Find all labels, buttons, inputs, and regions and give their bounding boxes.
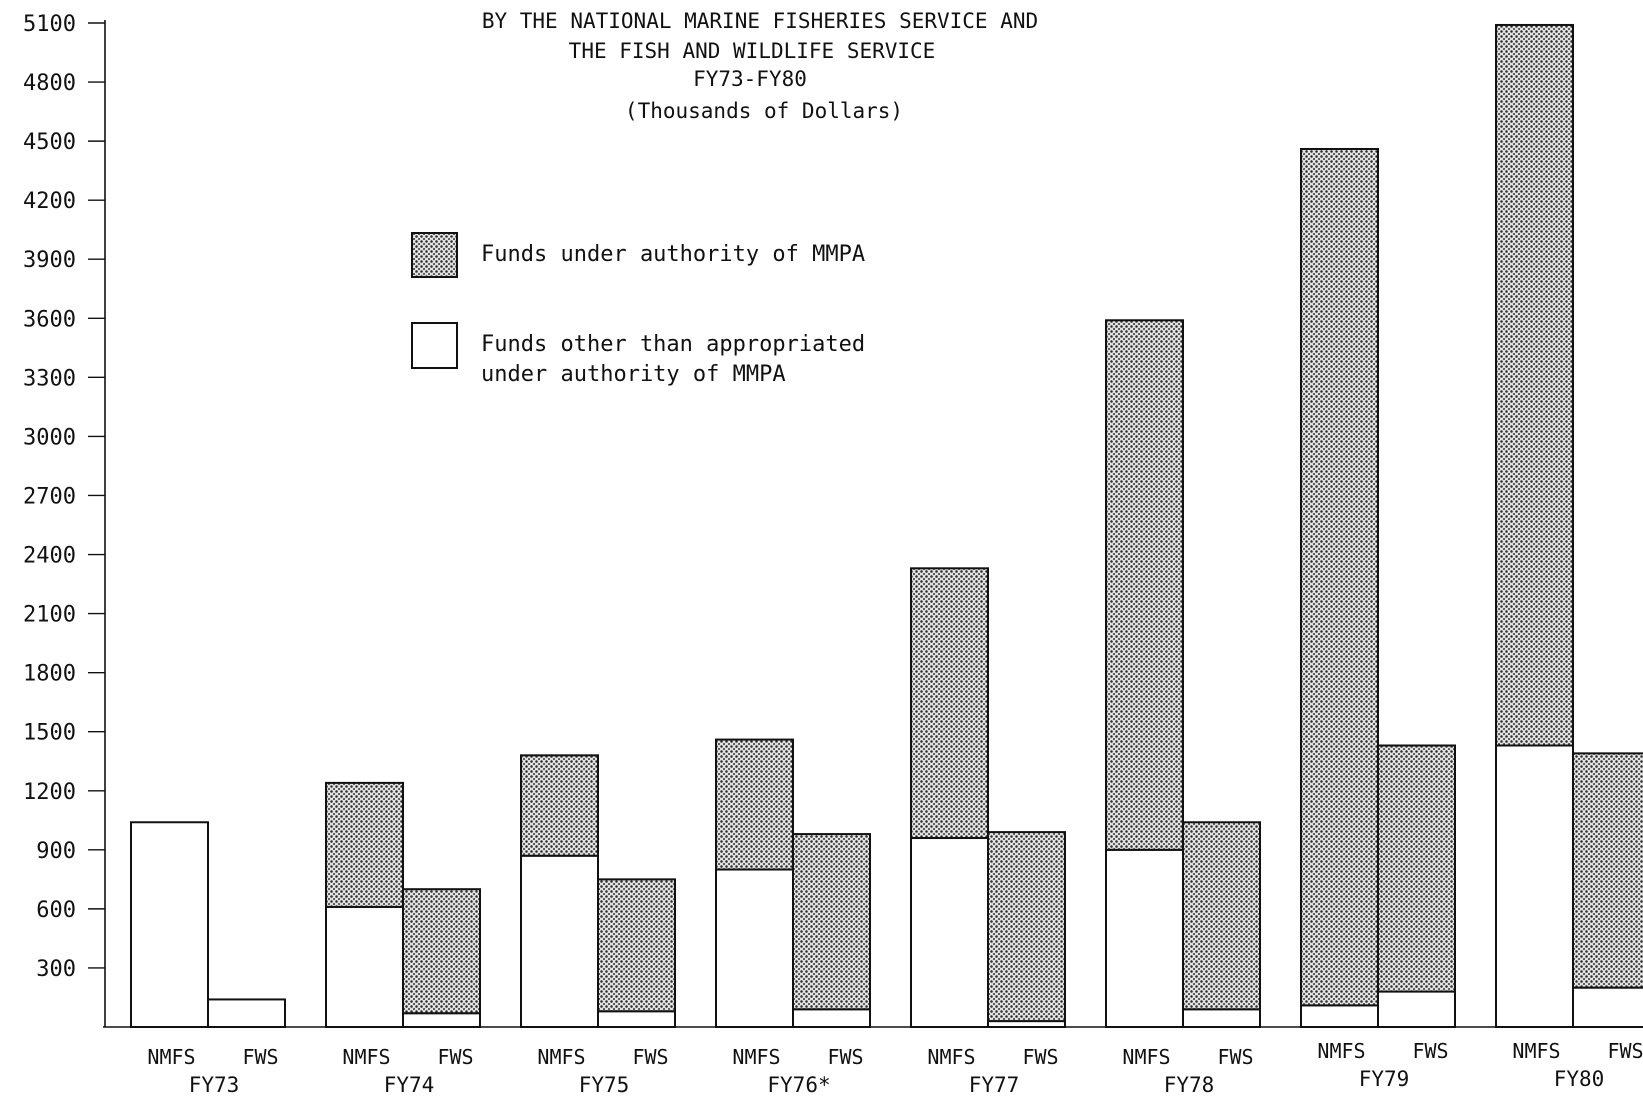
legend-swatch-plain <box>411 322 458 369</box>
x-label-fws: FWS <box>1607 1039 1643 1063</box>
x-label-nmfs: NMFS <box>147 1045 195 1069</box>
bar-segment-mmpa-funds <box>1300 147 1379 1007</box>
y-tick-label: 2400 <box>23 544 76 569</box>
title-line-4: (Thousands of Dollars) <box>625 99 903 123</box>
bar-segment-other-funds <box>1572 986 1643 1028</box>
y-tick-label: 1800 <box>23 662 76 687</box>
legend-label-mmpa: Funds under authority of MMPA <box>481 242 865 267</box>
y-tick-label: 4800 <box>23 71 76 96</box>
legend-swatch-dotted <box>411 232 458 278</box>
y-tick-label: 4200 <box>23 189 76 214</box>
y-tick-label: 2100 <box>23 603 76 628</box>
title-line-1: BY THE NATIONAL MARINE FISHERIES SERVICE… <box>482 9 1038 33</box>
y-tick-label: 3000 <box>23 425 76 450</box>
bar-segment-other-funds <box>1495 744 1574 1028</box>
bars <box>130 23 1643 1029</box>
bar-segment-other-funds <box>910 837 989 1029</box>
x-label-fiscal-year: FY75 <box>579 1073 630 1097</box>
x-label-fiscal-year: FY78 <box>1164 1073 1215 1097</box>
y-tick-label: 4500 <box>23 130 76 155</box>
y-tick-label: 900 <box>36 839 76 864</box>
bar-segment-other-funds <box>402 1012 481 1028</box>
x-label-nmfs: NMFS <box>1317 1039 1365 1063</box>
x-label-nmfs: NMFS <box>342 1045 390 1069</box>
bar-segment-other-funds <box>520 854 599 1029</box>
x-label-fws: FWS <box>242 1045 278 1069</box>
legend-item-mmpa: Funds under authority of MMPA <box>411 232 865 278</box>
bar-segment-other-funds <box>715 868 794 1029</box>
bar-segment-mmpa-funds <box>1182 821 1261 1011</box>
bar-segment-other-funds <box>207 998 286 1028</box>
chart-title: BY THE NATIONAL MARINE FISHERIES SERVICE… <box>482 9 1038 123</box>
x-label-fiscal-year: FY80 <box>1554 1067 1605 1091</box>
x-label-fiscal-year: FY77 <box>969 1073 1020 1097</box>
y-tick-label: 1500 <box>23 721 76 746</box>
y-tick-label: 2700 <box>23 484 76 509</box>
bar-segment-mmpa-funds <box>1495 23 1574 747</box>
bar-segment-other-funds <box>1300 1004 1379 1028</box>
x-label-fws: FWS <box>1022 1045 1058 1069</box>
bar-segment-other-funds <box>597 1010 676 1028</box>
x-label-fws: FWS <box>1217 1045 1253 1069</box>
bar-segment-mmpa-funds <box>1377 744 1456 993</box>
y-tick-label: 3600 <box>23 307 76 332</box>
bar-segment-other-funds <box>792 1008 871 1028</box>
x-label-fiscal-year: FY73 <box>189 1073 240 1097</box>
legend: Funds under authority of MMPA Funds othe… <box>411 232 865 387</box>
x-label-nmfs: NMFS <box>1122 1045 1170 1069</box>
x-label-fiscal-year: FY79 <box>1359 1067 1410 1091</box>
y-tick-label: 1200 <box>23 780 76 805</box>
title-line-3: FY73-FY80 <box>693 67 807 91</box>
y-axis: 300 600 900 1200 1500 1800 2100 2400 2700 3000 330… <box>23 12 106 1027</box>
bar-segment-mmpa-funds <box>325 781 404 908</box>
x-label-fws: FWS <box>827 1045 863 1069</box>
x-label-fws: FWS <box>437 1045 473 1069</box>
x-label-fws: FWS <box>632 1045 668 1069</box>
y-tick-label: 3900 <box>23 248 76 273</box>
bar-segment-other-funds <box>1182 1008 1261 1028</box>
x-label-nmfs: NMFS <box>1512 1039 1560 1063</box>
bar-segment-mmpa-funds <box>520 754 599 857</box>
y-tick-label: 5100 <box>23 12 76 37</box>
bar-segment-mmpa-funds <box>402 888 481 1015</box>
y-tick-label: 300 <box>36 957 76 982</box>
bar-segment-other-funds <box>130 821 209 1029</box>
legend-label-other-line-1: Funds other than appropriated <box>481 332 865 357</box>
x-label-nmfs: NMFS <box>927 1045 975 1069</box>
bar-segment-mmpa-funds <box>987 831 1066 1023</box>
title-line-2: THE FISH AND WILDLIFE SERVICE <box>569 39 936 63</box>
x-label-fiscal-year: FY76* <box>767 1073 830 1097</box>
bar-segment-mmpa-funds <box>792 833 871 1011</box>
legend-item-other: Funds other than appropriated under auth… <box>411 322 865 387</box>
bar-segment-other-funds <box>1377 990 1456 1028</box>
y-tick-label: 3300 <box>23 366 76 391</box>
bar-segment-mmpa-funds <box>597 878 676 1013</box>
bar-segment-other-funds <box>1105 848 1184 1029</box>
y-axis-ticks: 300 600 900 1200 1500 1800 2100 2400 2700 3000 330… <box>23 12 105 982</box>
bar-segment-mmpa-funds <box>715 738 794 871</box>
x-label-fiscal-year: FY74 <box>384 1073 435 1097</box>
legend-label-other-line-2: under authority of MMPA <box>481 362 786 387</box>
y-tick-label: 600 <box>36 898 76 923</box>
bar-segment-mmpa-funds <box>1105 319 1184 851</box>
bar-segment-mmpa-funds <box>1572 752 1643 989</box>
x-label-fws: FWS <box>1412 1039 1448 1063</box>
x-label-nmfs: NMFS <box>537 1045 585 1069</box>
bar-segment-other-funds <box>325 905 404 1028</box>
x-label-nmfs: NMFS <box>732 1045 780 1069</box>
bar-segment-mmpa-funds <box>910 567 989 840</box>
